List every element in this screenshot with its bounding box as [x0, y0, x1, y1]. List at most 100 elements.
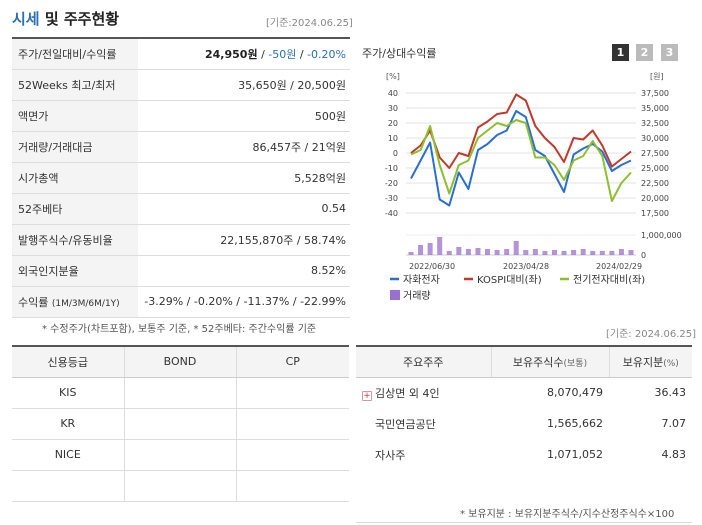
holder-shares: 1,565,662	[547, 417, 603, 430]
bond-rating	[124, 470, 237, 502]
info-value: 5,528억원	[138, 162, 350, 194]
separator: /	[257, 47, 269, 61]
info-value: 0.54	[138, 193, 350, 225]
legend-swatch	[390, 290, 400, 300]
table-row: 자사주 1,071,052 4.83	[356, 439, 692, 470]
table-row: KR	[12, 408, 349, 440]
chart-grid	[406, 92, 636, 256]
volume-bar	[580, 249, 586, 255]
chart-title: 주가/상대수익률	[362, 47, 437, 60]
bond-rating	[124, 439, 237, 471]
info-row-market-cap: 시가총액 5,528억원	[12, 162, 350, 194]
col-header-cp: CP	[236, 346, 349, 378]
legend-label: 자화전자	[403, 274, 440, 286]
volume-bar	[618, 249, 624, 255]
holder-header-row: 주요주주 보유주식수(보통) 보유지분(%)	[356, 346, 692, 378]
return-label-sub: (1M/3M/6M/1Y)	[51, 298, 120, 309]
col-header-shares: 보유주식수(보통)	[491, 346, 610, 378]
info-row-volume: 거래량/거래대금 86,457주 / 21억원	[12, 131, 350, 163]
holder-name-text: 김상면 외 4인	[375, 386, 440, 400]
page-title-rest: 및 주주현황	[39, 10, 120, 28]
holder-ratio: 7.07	[661, 417, 687, 430]
right-tick-label: 17,500	[641, 209, 669, 218]
legend-label: KOSPI대비(좌)	[477, 274, 542, 286]
table-row: + 김상면 외 4인 8,070,479 36.43	[356, 377, 692, 408]
info-row-shares: 발행주식수/유동비율 22,155,870주 / 58.74%	[12, 224, 350, 256]
info-label: 액면가	[12, 100, 138, 132]
info-value: 35,650원 / 20,500원	[138, 69, 350, 101]
return-label: 수익률	[18, 295, 49, 309]
cp-rating	[236, 439, 349, 471]
rating-agency	[12, 470, 125, 502]
chart-page-3-button[interactable]: 3	[661, 44, 678, 61]
footnote-left: * 수정주가(차트포함), 보통주 기준, * 52주베타: 주간수익률 기준	[42, 324, 317, 335]
volume-axis-ticks: 1,000,000 0	[641, 231, 682, 260]
volume-tick-label: 0	[641, 251, 646, 260]
info-label: 주가/전일대비/수익률	[12, 38, 138, 70]
right-tick-label: 20,000	[641, 194, 669, 203]
price-return-chart: 40 30 20 10 0 -10 -20 -30 -40 37,500 35,000 32,500…	[385, 72, 682, 302]
ratio-header-sub: (%)	[663, 358, 679, 369]
volume-bar	[465, 249, 471, 255]
left-tick-label: 20	[388, 119, 398, 128]
info-value: -3.29% / -0.20% / -11.37% / -22.99%	[138, 286, 350, 318]
cp-rating	[236, 470, 349, 502]
volume-bar	[628, 250, 634, 255]
holder-name: 자사주	[375, 448, 406, 462]
volume-bars	[408, 237, 634, 255]
info-label: 52Weeks 최고/최저	[12, 69, 138, 101]
ratio-header-label: 보유지분	[622, 355, 664, 369]
x-axis-labels: 2022/06/30 2023/04/28 2024/02/29	[409, 262, 642, 271]
info-value: 500원	[138, 100, 350, 132]
current-price: 24,950원	[205, 47, 258, 61]
separator: /	[296, 47, 308, 61]
expand-plus-icon[interactable]: +	[362, 390, 372, 401]
chart-page-2-button[interactable]: 2	[636, 44, 653, 61]
left-axis-ticks: 40 30 20 10 0 -10 -20 -30 -40	[385, 89, 398, 218]
chart-page-1-button[interactable]: 1	[612, 44, 629, 61]
volume-bar	[418, 245, 424, 255]
col-header-bond: BOND	[124, 346, 237, 378]
page-title: 시세 및 주주현황	[12, 8, 119, 29]
holder-ratio: 4.83	[661, 448, 687, 461]
chart-legend: 자화전자 KOSPI대비(좌) 전기전자대비(좌) 거래량	[390, 274, 645, 302]
left-tick-label: 0	[393, 149, 398, 158]
left-tick-label: 10	[388, 134, 398, 143]
series-lines	[410, 93, 632, 207]
right-tick-label: 25,000	[641, 164, 669, 173]
col-header-rating: 신용등급	[12, 346, 125, 378]
table-row: 국민연금공단 1,565,662 7.07	[356, 408, 692, 439]
price-info-table: 주가/전일대비/수익률 24,950원 / -50원 / -0.20% 52We…	[12, 37, 350, 318]
volume-bar	[456, 247, 462, 255]
shares-header-sub: (보통)	[563, 358, 588, 369]
holder-ratio: 36.43	[654, 386, 687, 400]
right-tick-label: 37,500	[641, 89, 669, 98]
volume-bar	[571, 250, 577, 255]
rating-agency: KR	[12, 408, 125, 440]
x-tick-label: 2024/02/29	[596, 262, 642, 271]
info-label: 52주베타	[12, 193, 138, 225]
x-tick-label: 2022/06/30	[409, 262, 455, 271]
info-row-return: 수익률 (1M/3M/6M/1Y) -3.29% / -0.20% / -11.…	[12, 286, 350, 318]
footnote-right: * 보유지분 : 보유지분주식수/지수산정주식수×100	[460, 509, 675, 520]
volume-bar	[485, 249, 491, 255]
info-label: 수익률 (1M/3M/6M/1Y)	[12, 286, 138, 318]
volume-bar	[446, 251, 452, 255]
info-row-beta: 52주베타 0.54	[12, 193, 350, 225]
holder-shares: 8,070,479	[547, 386, 603, 400]
right-tick-label: 30,000	[641, 134, 669, 143]
series-line	[410, 119, 632, 202]
volume-bar	[542, 251, 548, 255]
series-line	[410, 93, 632, 169]
shares-header-label: 보유주식수	[512, 355, 564, 369]
right-axis-unit: [원]	[650, 72, 664, 81]
info-value: 86,457주 / 21억원	[138, 131, 350, 163]
info-row-price: 주가/전일대비/수익률 24,950원 / -50원 / -0.20%	[12, 38, 350, 70]
volume-bar	[590, 251, 596, 255]
price-change-rate: -0.20%	[307, 47, 346, 61]
bond-rating	[124, 408, 237, 440]
col-header-ratio: 보유지분(%)	[609, 346, 692, 378]
left-tick-label: 40	[388, 89, 398, 98]
volume-bar	[523, 250, 529, 255]
info-value: 8.52%	[138, 255, 350, 287]
